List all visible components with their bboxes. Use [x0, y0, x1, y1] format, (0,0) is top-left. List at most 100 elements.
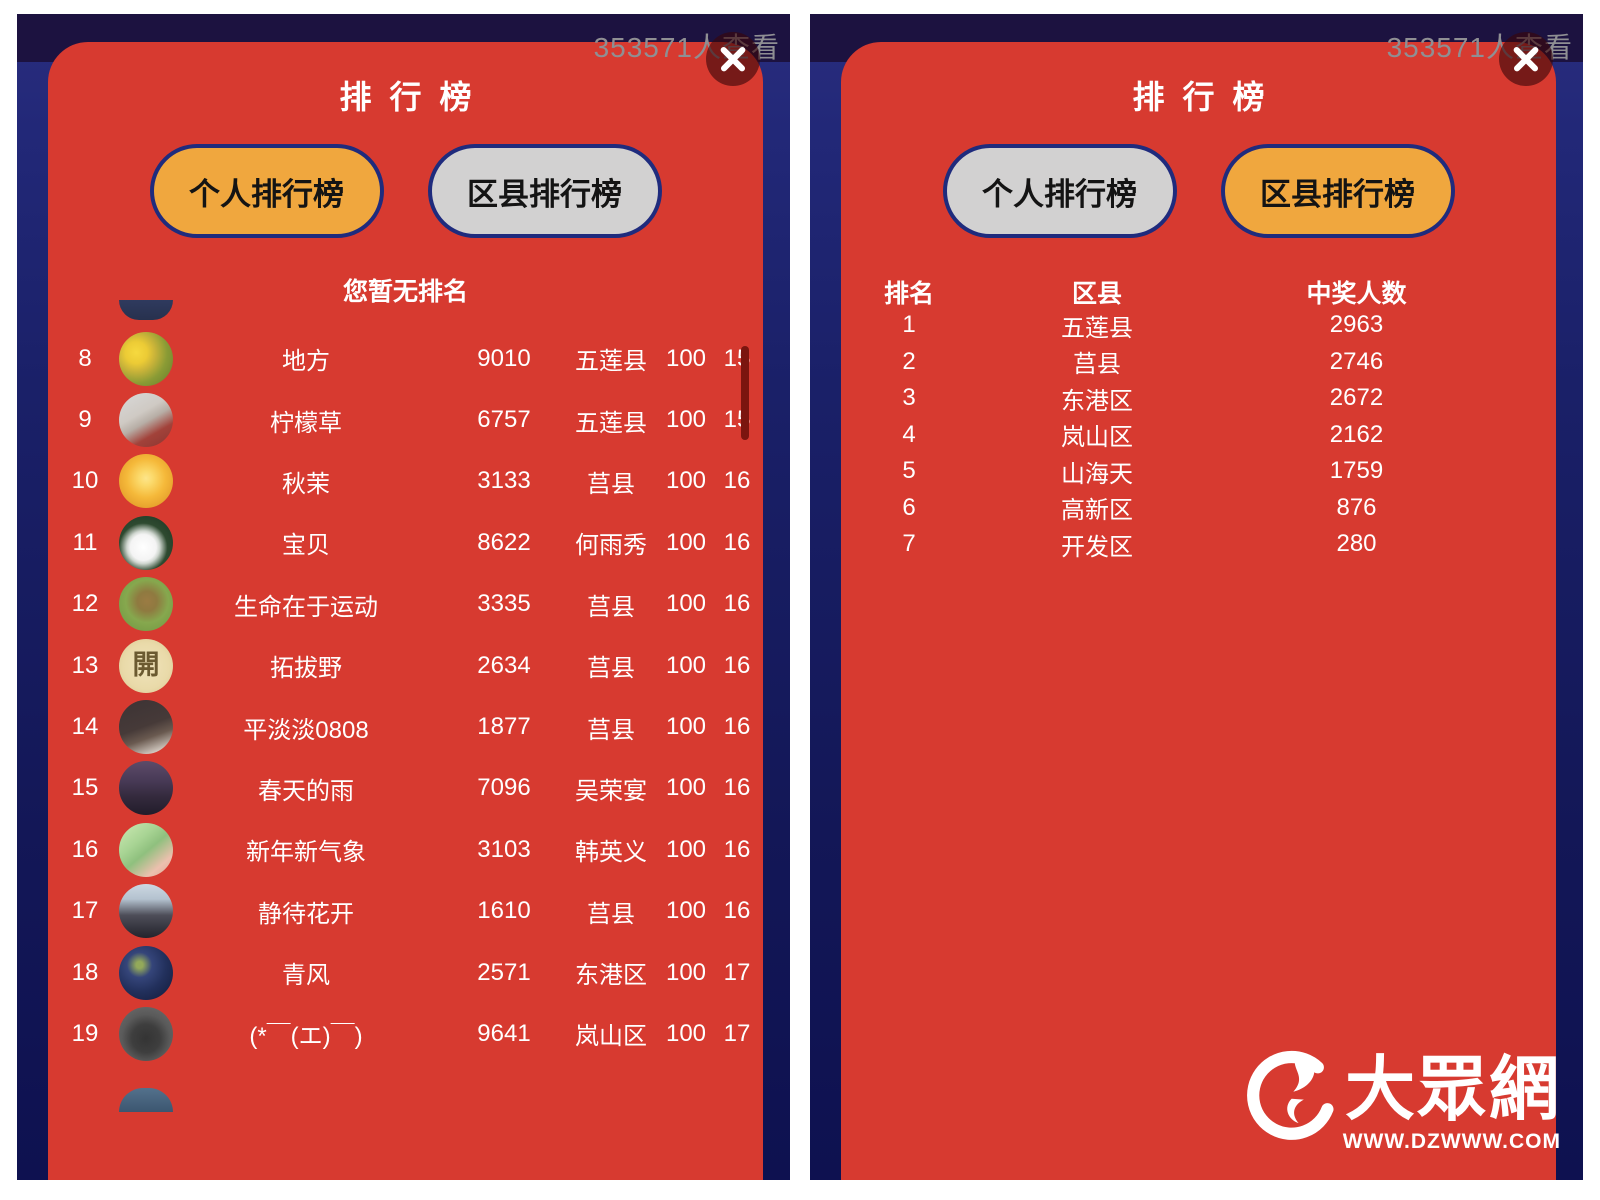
- count-value: 16: [723, 713, 751, 741]
- rank-number: 17: [71, 897, 99, 925]
- user-name: 平淡淡0808: [243, 716, 369, 744]
- region-name: 五莲县: [575, 409, 647, 437]
- avatar: 開: [116, 638, 176, 693]
- left-screenshot: 353571人查看 排行榜 个人排行榜 区县排行榜 您暂无排名 8 地方 901…: [17, 14, 790, 1180]
- user-name: 宝贝: [282, 532, 330, 560]
- partial-avatar-below: [119, 1088, 173, 1112]
- count-value: 16: [723, 897, 751, 925]
- rank-number: 18: [71, 958, 99, 986]
- user-name: 秋茉: [282, 470, 330, 498]
- district-row: 3 东港区 2672: [841, 380, 1556, 417]
- count-value: 16: [723, 774, 751, 802]
- header-winners: 中奖人数: [1306, 280, 1407, 308]
- region-name: 岚山区: [575, 1023, 647, 1051]
- watermark-text: 大眾網 WWW.DZWWW.COM: [1343, 1054, 1561, 1154]
- score-value: 2571: [477, 958, 531, 986]
- region-name: 东港区: [575, 962, 647, 990]
- tab-district-ranking[interactable]: 区县排行榜: [1220, 144, 1455, 238]
- leaderboard-row: 12 生命在于运动 3335 莒县 100 16: [48, 574, 763, 635]
- district-rank: 2: [902, 347, 916, 375]
- district-table: 1 五莲县 2963 2 莒县 2746 3 东港区 2672 4 岚山区 21…: [841, 307, 1556, 563]
- score-value: 3103: [477, 835, 531, 863]
- leaderboard-row: 16 新年新气象 3103 韩英义 100 16: [48, 819, 763, 880]
- dzwww-watermark: 大眾網 WWW.DZWWW.COM: [1241, 1044, 1561, 1154]
- avatar: [116, 822, 176, 877]
- right-panel-title: 排行榜: [1132, 79, 1283, 115]
- avatar: [116, 454, 176, 509]
- leaderboard-row: 10 秋茉 3133 莒县 100 16: [48, 451, 763, 512]
- tab-personal-ranking[interactable]: 个人排行榜: [942, 144, 1177, 238]
- user-name: 春天的雨: [258, 777, 354, 805]
- district-winners: 280: [1336, 530, 1377, 558]
- region-name: 莒县: [587, 716, 635, 744]
- leaderboard-row: 14 平淡淡0808 1877 莒县 100 16: [48, 696, 763, 757]
- close-button[interactable]: [706, 32, 760, 86]
- district-winners: 876: [1336, 493, 1377, 521]
- avatar-glyph: 開: [132, 650, 160, 681]
- user-name: 地方: [282, 348, 330, 376]
- user-name: (*￣(エ)￣): [249, 1023, 363, 1051]
- left-tab-bar: 个人排行榜 区县排行榜: [48, 144, 763, 238]
- watermark-url: WWW.DZWWW.COM: [1342, 1130, 1561, 1153]
- district-winners: 2963: [1329, 311, 1384, 339]
- avatar: [116, 577, 176, 632]
- region-name: 莒县: [587, 593, 635, 621]
- leaderboard-row: 8 地方 9010 五莲县 100 15: [48, 328, 763, 389]
- district-winners: 2746: [1329, 347, 1384, 375]
- hundred-value: 100: [665, 835, 707, 863]
- tab-district-ranking[interactable]: 区县排行榜: [427, 144, 662, 238]
- leaderboard-row: 9 柠檬草 6757 五莲县 100 15: [48, 389, 763, 450]
- district-winners: 1759: [1329, 457, 1384, 485]
- hundred-value: 100: [665, 467, 707, 495]
- count-value: 17: [723, 958, 751, 986]
- hundred-value: 100: [665, 1019, 707, 1047]
- region-name: 韩英义: [575, 839, 647, 867]
- district-row: 4 岚山区 2162: [841, 417, 1556, 454]
- hundred-value: 100: [665, 774, 707, 802]
- rank-number: 11: [72, 528, 98, 556]
- avatar: [116, 700, 176, 755]
- leaderboard-row: 15 春天的雨 7096 吴荣宴 100 16: [48, 758, 763, 819]
- district-name: 五莲县: [1061, 314, 1133, 342]
- district-row: 2 莒县 2746: [841, 344, 1556, 381]
- count-value: 17: [723, 1019, 751, 1047]
- score-value: 8622: [477, 528, 531, 556]
- user-name: 新年新气象: [246, 839, 366, 867]
- count-value: 16: [723, 835, 751, 863]
- user-name: 拓拔野: [270, 655, 342, 683]
- score-value: 3133: [477, 467, 531, 495]
- count-value: 16: [723, 651, 751, 679]
- rank-number: 8: [78, 344, 92, 372]
- score-value: 9641: [477, 1019, 531, 1047]
- avatar: [116, 1006, 176, 1061]
- tab-personal-ranking[interactable]: 个人排行榜: [149, 144, 384, 238]
- district-name: 岚山区: [1061, 424, 1133, 452]
- rank-number: 15: [71, 774, 99, 802]
- region-name: 莒县: [587, 470, 635, 498]
- district-name: 莒县: [1073, 351, 1121, 379]
- rank-number: 13: [71, 651, 99, 679]
- person-list[interactable]: 8 地方 9010 五莲县 100 15 9 柠檬草 6757 五莲县 100 …: [48, 328, 763, 1065]
- district-rank: 3: [902, 384, 916, 412]
- avatar: [116, 515, 176, 570]
- hundred-value: 100: [665, 958, 707, 986]
- left-panel-title: 排行榜: [339, 79, 490, 115]
- no-rank-message: 您暂无排名: [342, 278, 468, 306]
- partial-avatar-above: [119, 300, 173, 320]
- hundred-value: 100: [665, 528, 707, 556]
- leaderboard-row: 11 宝贝 8622 何雨秀 100 16: [48, 512, 763, 573]
- avatar: [116, 884, 176, 939]
- header-rank: 排名: [883, 280, 934, 308]
- right-leaderboard-panel: 排行榜 个人排行榜 区县排行榜 排名 区县 中奖人数 1 五莲县 2963 2 …: [841, 42, 1556, 1180]
- rank-number: 9: [78, 406, 92, 434]
- region-name: 五莲县: [575, 348, 647, 376]
- score-value: 3335: [477, 590, 531, 618]
- close-button[interactable]: [1499, 32, 1553, 86]
- close-icon: [1511, 44, 1541, 74]
- leaderboard-row: 19 (*￣(エ)￣) 9641 岚山区 100 17: [48, 1003, 763, 1064]
- district-name: 东港区: [1061, 387, 1133, 415]
- user-name: 柠檬草: [270, 409, 342, 437]
- hundred-value: 100: [665, 651, 707, 679]
- scrollbar-thumb[interactable]: [741, 346, 749, 440]
- leaderboard-row: 18 青风 2571 东港区 100 17: [48, 942, 763, 1003]
